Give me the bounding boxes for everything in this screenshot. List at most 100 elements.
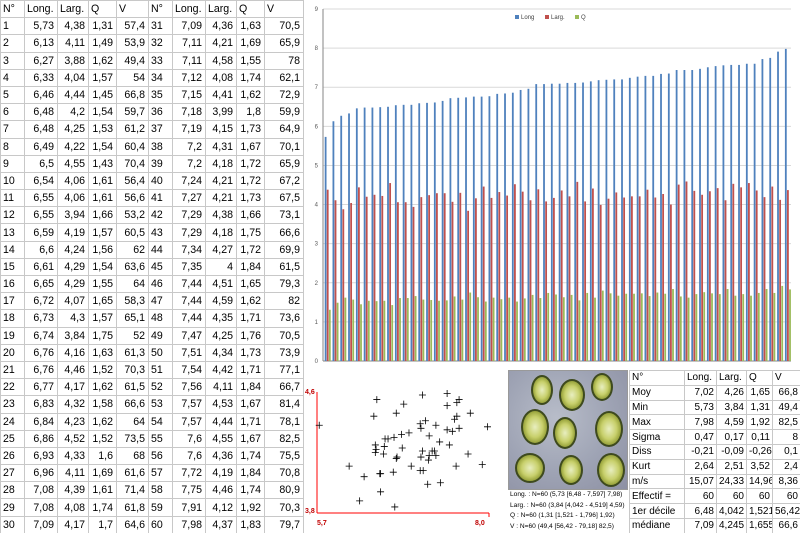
stats-cell: 0,17 <box>716 429 747 445</box>
scatter-point <box>398 430 406 438</box>
table-cell: 4,19 <box>57 223 89 242</box>
scatter-point <box>390 433 398 441</box>
bar-long <box>699 68 701 361</box>
bar-long <box>644 75 647 361</box>
table-cell: 1,84 <box>236 464 265 483</box>
table-cell: 4,15 <box>205 120 237 139</box>
table-cell: 60 <box>148 515 173 533</box>
table-cell: 4,27 <box>205 240 237 259</box>
table-cell: 7 <box>0 120 25 139</box>
bar-q <box>687 297 690 361</box>
stats-row: Max 7,98 4,59 1,92 82,5 <box>629 414 800 431</box>
table-row: 5 6,46 4,44 1,45 66,8 35 7,15 4,41 1,62 72,9 <box>0 85 304 105</box>
table-cell: 4,08 <box>205 68 237 87</box>
table-row: 18 6,73 4,3 1,57 65,1 48 7,44 4,35 1,71 73,6 <box>0 309 304 328</box>
bar-long <box>714 66 717 361</box>
table-cell: 4,59 <box>205 292 237 311</box>
bar-long <box>449 98 452 361</box>
table-row: 24 6,84 4,23 1,62 64 54 7,57 4,44 1,71 78,1 <box>0 412 304 431</box>
stats-row: médiane 7,09 4,245 1,655 66,6 <box>629 517 800 533</box>
scatter-point <box>418 391 426 399</box>
y-tick-label: 1 <box>315 320 319 326</box>
bar-long <box>543 84 545 362</box>
table-cell: 11 <box>0 189 25 208</box>
bar-q <box>500 299 503 361</box>
table-cell: 4,06 <box>57 189 89 208</box>
bar-q <box>360 304 362 361</box>
bar-q <box>375 301 378 361</box>
stats-cell: Moy <box>629 384 685 401</box>
table-cell: 5 <box>0 85 25 105</box>
table-cell: 7,09 <box>24 515 58 533</box>
bar-long <box>738 64 740 361</box>
stats-cell: 7,98 <box>684 414 717 431</box>
bar-larg <box>459 192 462 361</box>
table-cell: 1,72 <box>236 154 265 173</box>
bar-long <box>613 79 616 362</box>
table-cell: 16 <box>0 274 25 294</box>
table-cell: 7,29 <box>172 223 206 242</box>
bar-larg <box>560 190 563 361</box>
table-cell: 66,7 <box>264 378 304 397</box>
spore-image <box>521 409 549 445</box>
bar-long <box>433 102 436 361</box>
bar-larg <box>514 184 516 361</box>
scatter-y-max-label: 4,6 <box>305 389 315 396</box>
bar-q <box>523 298 526 361</box>
bar-q <box>648 296 651 361</box>
bar-q <box>633 293 635 361</box>
table-cell: 7,44 <box>172 274 206 294</box>
table-cell: 1,74 <box>88 498 117 517</box>
stats-cell: 1,521 <box>746 503 773 519</box>
table-cell: 3,94 <box>57 206 89 225</box>
table-cell: 1,31 <box>88 17 117 36</box>
spore-image <box>553 417 577 449</box>
bar-larg <box>358 187 360 361</box>
scatter-plot: 4,6 3,85,7 8,0 <box>305 389 492 527</box>
table-cell: 4,2 <box>57 103 89 122</box>
bar-q <box>789 289 791 361</box>
table-row: 22 6,77 4,17 1,62 61,5 52 7,56 4,11 1,84 66,7 <box>0 378 304 397</box>
table-cell: 64 <box>116 274 149 294</box>
bar-q <box>391 305 394 361</box>
table-cell: 1,61 <box>88 171 117 191</box>
table-cell: 23 <box>0 395 25 414</box>
scatter-point <box>443 390 451 398</box>
table-cell: 49 <box>148 326 173 345</box>
bar-long <box>769 57 772 362</box>
table-cell: 1,62 <box>88 378 117 397</box>
table-cell: 4,11 <box>57 464 89 483</box>
scatter-point <box>392 455 400 463</box>
scatter-point <box>377 470 385 478</box>
scatter-point <box>416 420 424 428</box>
table-cell: 6,65 <box>24 274 58 294</box>
table-cell: 1,7 <box>88 515 117 533</box>
bar-larg <box>365 196 368 361</box>
bar-q <box>367 300 370 361</box>
table-cell: 60,5 <box>116 223 149 242</box>
table-cell: 4,29 <box>57 257 89 277</box>
table-cell: 42 <box>148 206 173 225</box>
table-cell: 29 <box>0 498 25 517</box>
table-cell: 1,73 <box>236 343 265 362</box>
bar-q <box>555 294 557 361</box>
bar-q <box>625 293 628 361</box>
table-cell: 7,24 <box>172 171 206 191</box>
table-row: 26 6,93 4,33 1,6 68 56 7,6 4,36 1,74 75,5 <box>0 446 304 466</box>
table-cell: 37 <box>148 120 173 139</box>
bar-larg <box>350 202 353 361</box>
table-row: 19 6,74 3,84 1,75 52 49 7,47 4,25 1,76 70,5 <box>0 326 304 345</box>
bar-long <box>363 107 366 361</box>
table-cell: 70,3 <box>264 498 304 517</box>
bar-q <box>617 295 620 361</box>
table-row: 30 7,09 4,17 1,7 64,6 60 7,98 4,37 1,83 79,7 <box>0 515 304 533</box>
table-cell: 27 <box>0 464 25 483</box>
table-cell: 1,62 <box>236 292 265 311</box>
stats-body: Moy 7,02 4,26 1,65 66,8 Min 5,73 3,84 1,31 49,4 Ma… <box>629 384 800 533</box>
table-cell: 1,62 <box>236 85 265 105</box>
scatter-point <box>371 449 379 456</box>
table-cell: 77,1 <box>264 360 304 380</box>
table-cell: 7,91 <box>172 498 206 517</box>
bar-q <box>336 302 339 361</box>
scatter-point <box>345 462 353 470</box>
